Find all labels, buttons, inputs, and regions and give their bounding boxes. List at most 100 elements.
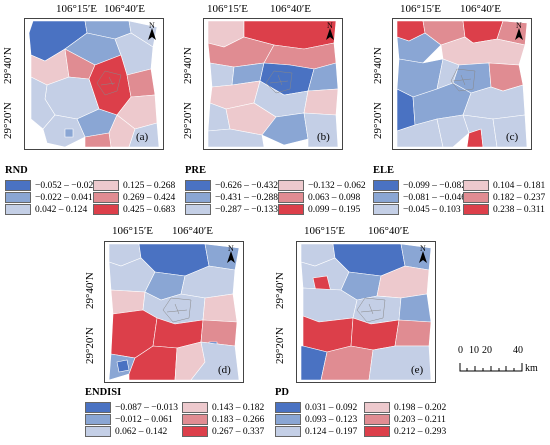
legend-item: 0.425 – 0.683	[93, 204, 175, 215]
legend-swatch	[93, 204, 119, 215]
scale-bar: 0 10 20 40 km	[455, 345, 550, 385]
legend-range: 0.104 – 0.181	[493, 180, 546, 191]
legend-swatch	[364, 414, 390, 425]
scale-label-10: 10	[469, 345, 479, 356]
north-label: N	[420, 244, 426, 253]
legend-swatch	[463, 192, 489, 203]
legend-item: 0.212 – 0.293	[364, 426, 446, 437]
map-panel-b: 106°15′E 106°40′E 29°40′N 29°20′N	[180, 0, 370, 215]
region	[261, 112, 309, 146]
north-arrow-icon	[515, 28, 523, 40]
lat-label-1: 29°40′N	[84, 272, 96, 309]
lat-label-2: 29°20′N	[2, 102, 14, 139]
lat-label-2: 29°20′N	[84, 327, 96, 364]
lat-label-2: 29°20′N	[182, 102, 194, 139]
legend-swatch	[278, 204, 304, 215]
legend-range: 0.269 – 0.424	[123, 192, 176, 203]
legend-swatch	[364, 426, 390, 437]
legend-range: −0.132 – 0.062	[308, 180, 366, 191]
legend-range: 0.099 – 0.195	[308, 204, 361, 215]
legend-range: 0.183 – 0.266	[212, 414, 265, 425]
legend-swatch	[463, 180, 489, 191]
legend-range: 0.125 – 0.268	[123, 180, 176, 191]
legend-item: 0.182 – 0.237	[463, 192, 545, 203]
scale-label-20: 20	[482, 345, 492, 356]
region	[116, 359, 130, 373]
lon-label-2: 106°40′E	[368, 225, 410, 237]
north-label: N	[327, 21, 333, 30]
lon-label-2: 106°40′E	[172, 225, 214, 237]
legend-item: −0.287 – −0.133	[185, 204, 278, 215]
legend-item: 0.063 – 0.098	[278, 192, 360, 203]
region	[64, 128, 74, 138]
north-arrow-icon	[326, 28, 334, 40]
legend-range: −0.431 – −0.288	[215, 192, 278, 203]
north-arrow: N	[417, 244, 429, 265]
legend-swatch	[182, 426, 208, 437]
scale-bar-graphic	[459, 363, 523, 372]
lat-label-1: 29°40′N	[2, 47, 14, 84]
panel-label-c: (c)	[506, 131, 519, 143]
choropleth-map-c	[393, 19, 531, 149]
north-arrow: N	[324, 21, 336, 42]
region	[202, 293, 238, 323]
legend-range: 0.063 – 0.098	[308, 192, 361, 203]
legend-item: 0.238 – 0.311	[463, 204, 545, 215]
legend-range: −0.626 – −0.432	[215, 180, 278, 191]
legend-swatch	[93, 192, 119, 203]
legend-item: 0.125 – 0.268	[93, 180, 175, 191]
legend-range: 0.203 – 0.211	[394, 414, 446, 425]
lat-label-1: 29°40′N	[182, 47, 194, 84]
north-arrow-icon	[227, 251, 235, 263]
legend-title: ELE	[373, 165, 395, 176]
legend-item: 0.031 – 0.092	[275, 402, 357, 413]
legend-item: −0.045 – 0.103	[373, 204, 461, 215]
region	[352, 295, 402, 325]
legend-item: 0.099 – 0.195	[278, 204, 360, 215]
legend-title: ENDISI	[85, 387, 122, 398]
legend-swatch	[275, 414, 301, 425]
legend-item: −0.081 – −0.046	[373, 192, 466, 203]
lon-label-1: 106°15′E	[400, 3, 442, 15]
legend-swatch	[5, 192, 31, 203]
legend-title: RND	[5, 165, 28, 176]
lon-label-2: 106°40′E	[104, 3, 146, 15]
lat-label-2: 29°20′N	[274, 327, 286, 364]
lon-label-1: 106°15′E	[207, 3, 249, 15]
legend-item: 0.124 – 0.197	[275, 426, 357, 437]
legend-swatch	[275, 426, 301, 437]
north-label: N	[516, 21, 522, 30]
scale-label-40: 40	[513, 345, 523, 356]
legend-swatch	[278, 192, 304, 203]
legend-item: 0.104 – 0.181	[463, 180, 545, 191]
north-arrow: N	[146, 21, 158, 42]
legend-item: −0.012 – 0.061	[85, 414, 173, 425]
legend-item: −0.099 – −0.082	[373, 180, 466, 191]
region	[302, 315, 354, 353]
legend-item: 0.203 – 0.211	[364, 414, 446, 425]
legend-swatch	[85, 426, 111, 437]
legend-item: 0.093 – 0.123	[275, 414, 357, 425]
legend-swatch	[463, 204, 489, 215]
legend-range: 0.238 – 0.311	[493, 204, 545, 215]
north-label: N	[149, 21, 155, 30]
legend-item: 0.269 – 0.424	[93, 192, 175, 203]
legend-range: 0.425 – 0.683	[123, 204, 176, 215]
legend-swatch	[373, 192, 399, 203]
legend-item: 0.198 – 0.202	[364, 402, 446, 413]
legend-swatch	[373, 180, 399, 191]
region	[207, 128, 265, 148]
legend-item: −0.626 – −0.432	[185, 180, 278, 191]
legend-swatch	[278, 180, 304, 191]
map-panel-a: 106°15′E 106°40′E 29°40′N 29°20′N	[0, 0, 175, 215]
scale-unit: km	[525, 363, 538, 374]
north-label: N	[228, 244, 234, 253]
legend-item: −0.087 – −0.013	[85, 402, 178, 413]
lat-label-1: 29°40′N	[372, 47, 384, 84]
region	[303, 88, 339, 116]
panel-label-d: (d)	[218, 364, 231, 376]
region	[398, 293, 432, 323]
north-arrow-icon	[419, 251, 427, 263]
map-frame	[392, 18, 532, 150]
lon-label-1: 106°15′E	[112, 225, 154, 237]
